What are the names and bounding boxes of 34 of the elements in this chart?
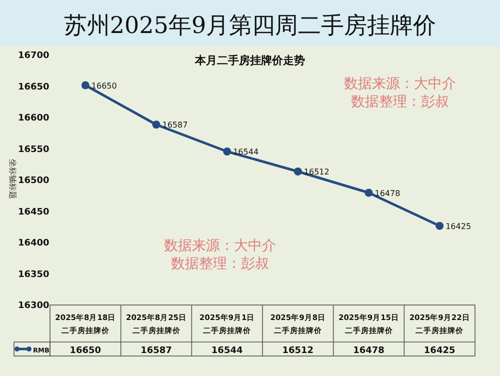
y-tick-label: 16450 (18, 207, 50, 218)
point (152, 120, 160, 129)
annotation: 数据整理：彭叔 (351, 94, 449, 110)
table-value: 16587 (140, 346, 172, 356)
annotation: 数据来源：大中介 (164, 238, 276, 254)
table-value: 16425 (424, 346, 456, 356)
y-tick-label: 16350 (18, 270, 50, 280)
title: 苏州2025年9月第四周二手房挂牌价 (64, 13, 436, 39)
table-value: 16650 (70, 346, 102, 356)
y-tick-label: 16300 (18, 301, 50, 311)
data-label: 16478 (374, 188, 400, 198)
data-label: 16425 (446, 222, 472, 231)
subtitle: 本月二手房挂牌价走势 (195, 54, 305, 67)
annotation: 数据整理：彭叔 (171, 256, 269, 272)
y-tick-label: 16550 (18, 144, 50, 155)
point (81, 81, 90, 90)
y-tick-label: 16400 (18, 238, 50, 248)
point (364, 188, 373, 197)
ylabel: 坐标轴标题 (8, 159, 17, 199)
y-tick-label: 16500 (18, 176, 50, 186)
point (223, 148, 232, 156)
data-label: 16544 (233, 148, 259, 156)
data-label: 16512 (304, 168, 330, 176)
y-tick-label: 16600 (18, 114, 50, 124)
table-value: 16512 (282, 346, 314, 356)
point (294, 168, 302, 176)
y-tick-label: 16650 (18, 82, 50, 92)
data-label: 16650 (91, 81, 117, 90)
point (436, 222, 444, 230)
data-label: 16587 (162, 120, 188, 130)
annotation: 数据来源：大中介 (344, 76, 456, 92)
table-value: 16478 (353, 346, 384, 356)
table-value: 16544 (211, 346, 243, 356)
y-tick-label: 16700 (18, 51, 50, 61)
